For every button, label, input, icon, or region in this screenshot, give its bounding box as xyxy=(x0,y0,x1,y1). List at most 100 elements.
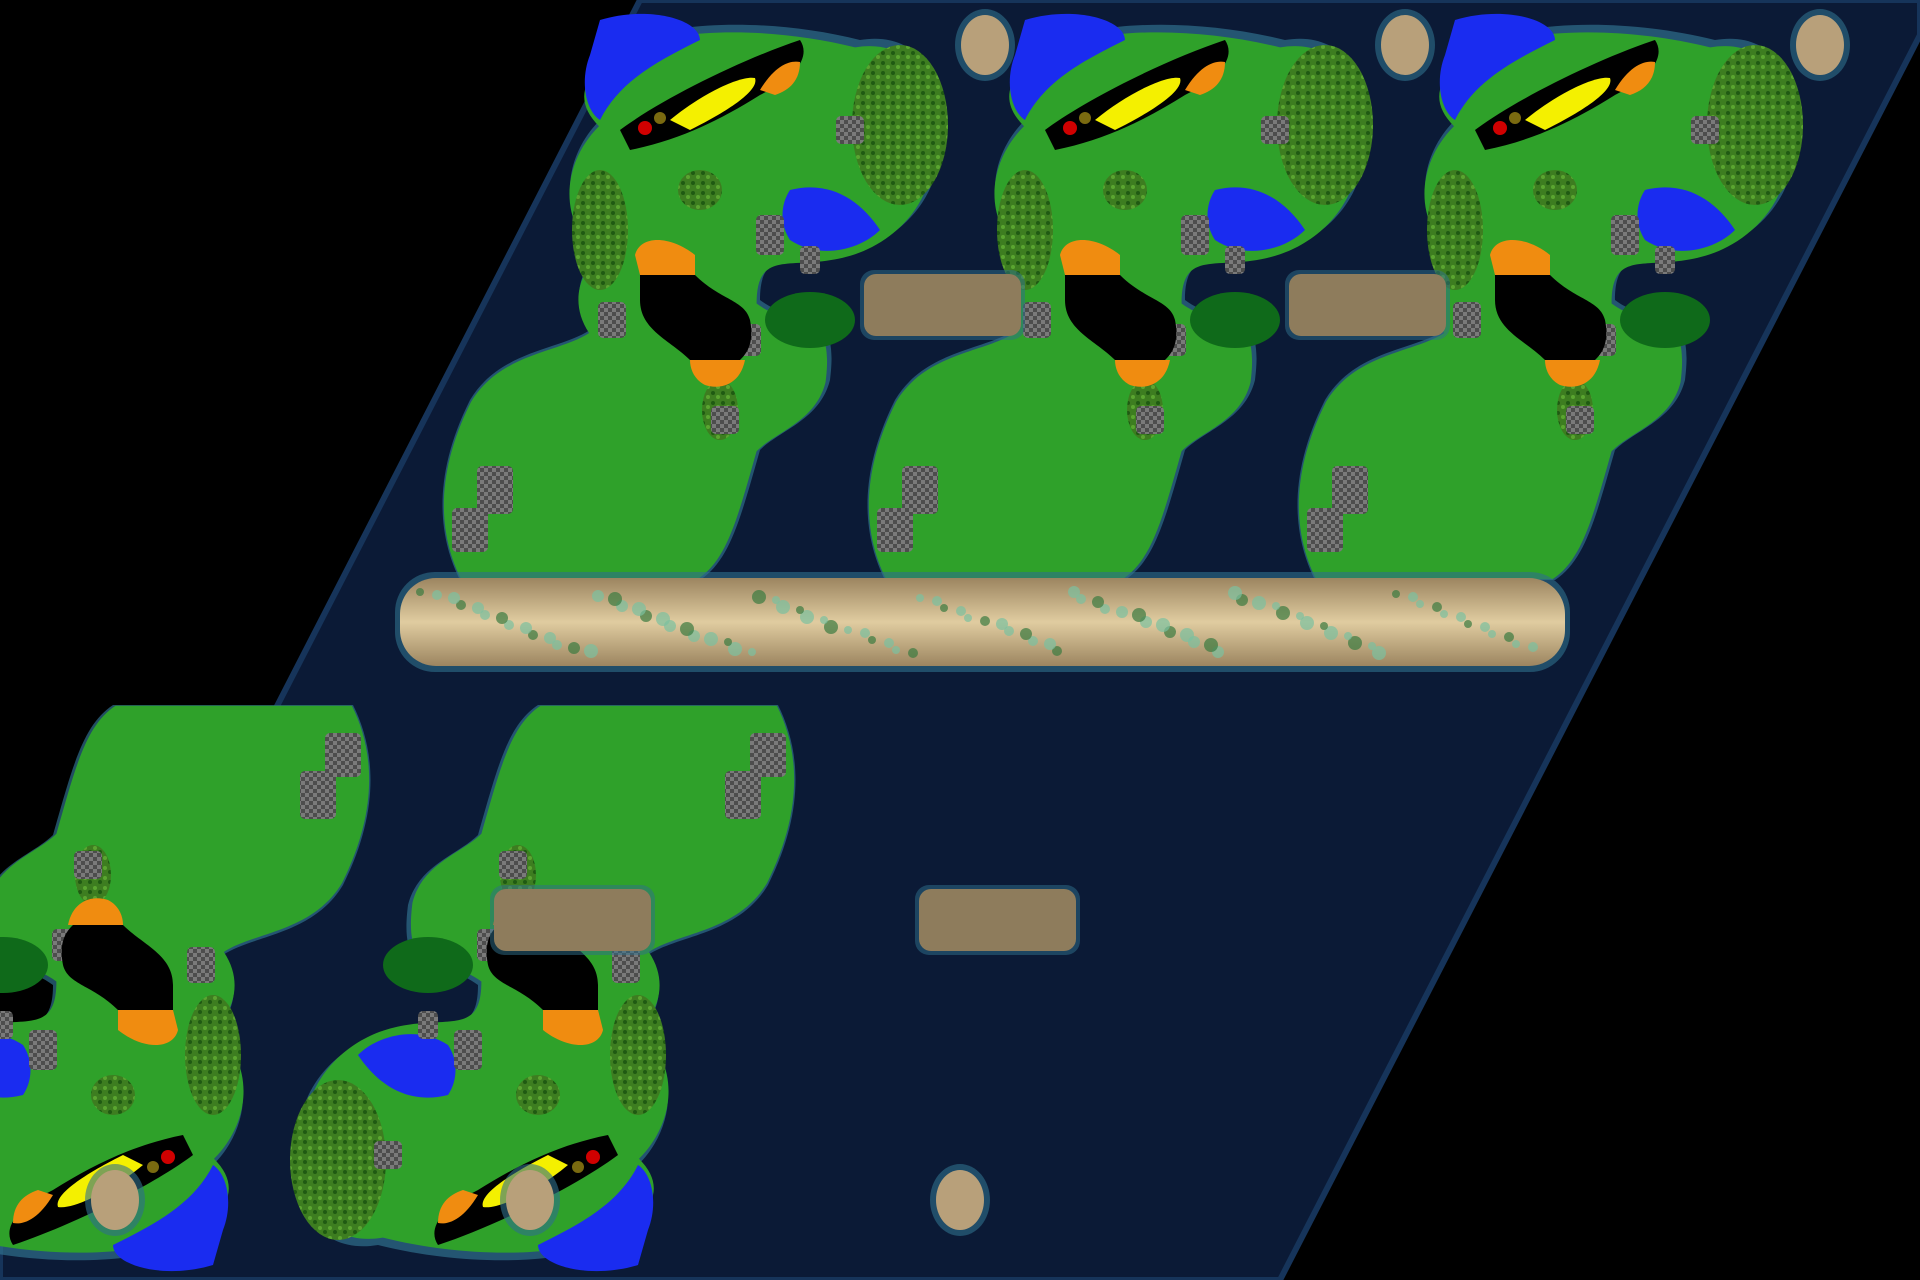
forest-patch xyxy=(852,45,948,205)
bridge-plant xyxy=(1272,602,1280,610)
rock-patch-icon xyxy=(800,246,820,274)
sand-bridge-icon xyxy=(864,274,1021,336)
yellow-zone xyxy=(1525,77,1611,130)
yellow-zone xyxy=(670,77,756,130)
forest-patch xyxy=(1707,45,1803,205)
central-sand-bridge xyxy=(395,572,1570,672)
orange-zone xyxy=(760,61,800,95)
forest-patch xyxy=(516,1075,560,1115)
orange-zone xyxy=(1060,240,1120,275)
bridge-plant xyxy=(1464,620,1472,628)
dirt-islet xyxy=(506,1170,554,1230)
orange-zone xyxy=(1115,360,1170,387)
forest-patch xyxy=(290,1080,386,1240)
rock-patch-icon xyxy=(300,771,336,819)
rock-patch-icon xyxy=(452,508,488,552)
orange-zone xyxy=(1490,240,1550,275)
orange-zone xyxy=(543,1010,603,1045)
bridge-plant xyxy=(1076,594,1086,604)
forest-patch xyxy=(997,170,1053,290)
rock-patch-icon xyxy=(1332,466,1368,514)
bridge-plant xyxy=(932,596,942,606)
bridge-plant xyxy=(1528,642,1538,652)
bridge-plant xyxy=(1132,608,1146,622)
rock-patch-icon xyxy=(454,1030,482,1070)
bridge-plant xyxy=(1320,622,1328,630)
bridge-plant xyxy=(1028,636,1038,646)
bridge-plant xyxy=(480,610,490,620)
black-zone xyxy=(640,275,752,360)
bridge-plant xyxy=(1300,616,1314,630)
bridge-plant xyxy=(448,592,460,604)
yellow-zone xyxy=(1095,77,1181,130)
rock-patch-icon xyxy=(612,947,640,983)
bridge-plant xyxy=(472,602,484,614)
bridge-plant xyxy=(632,602,646,616)
dirt-islet xyxy=(1796,15,1844,75)
bridge-plant xyxy=(1456,612,1466,622)
orange-zone xyxy=(690,360,745,387)
dark-grass xyxy=(1190,292,1280,348)
orange-zone xyxy=(1615,61,1655,95)
rock-patch-icon xyxy=(1655,246,1675,274)
lake-icon xyxy=(1207,187,1305,251)
player-marker-icon xyxy=(586,1150,600,1164)
bridge-plant xyxy=(1440,610,1448,618)
bridge-plant xyxy=(776,600,790,614)
forest-patch xyxy=(91,1075,135,1115)
bridge-plant xyxy=(1252,596,1266,610)
lake-icon xyxy=(1009,13,1125,120)
lake-icon xyxy=(1439,13,1555,120)
bridge-plant xyxy=(1416,600,1424,608)
sand-bridge-icon xyxy=(1289,274,1446,336)
rock-patch-icon xyxy=(1136,406,1164,434)
sand-bridge-icon xyxy=(494,889,651,951)
island-grass xyxy=(0,705,370,1253)
bridge-plant xyxy=(752,590,766,604)
player-marker-icon xyxy=(654,112,666,124)
extras-layer xyxy=(85,9,1850,1236)
lake-icon xyxy=(358,1034,456,1098)
island-block-top xyxy=(867,13,1373,581)
bridge-plant xyxy=(456,600,466,610)
rock-patch-icon xyxy=(1691,116,1719,144)
bridge-plant xyxy=(1092,596,1104,608)
bridge-plant xyxy=(1392,590,1400,598)
rock-patch-icon xyxy=(711,406,739,434)
lake-icon xyxy=(538,1165,654,1272)
lake-icon xyxy=(584,13,700,120)
bridge-plant xyxy=(704,632,718,646)
bridge-plant xyxy=(568,642,580,654)
dirt-islet xyxy=(91,1170,139,1230)
player-marker-icon xyxy=(1509,112,1521,124)
orange-zone xyxy=(438,1190,478,1224)
dark-grass xyxy=(1620,292,1710,348)
bridge-plant xyxy=(656,612,670,626)
bridge-plant xyxy=(884,638,894,648)
black-zone xyxy=(1065,275,1177,360)
forest-patch xyxy=(1103,170,1147,210)
player-marker-icon xyxy=(572,1161,584,1173)
forest-patch xyxy=(1277,45,1373,205)
forest-patch xyxy=(1427,170,1483,290)
bridge-plant xyxy=(1020,628,1032,640)
player-marker-icon xyxy=(147,1161,159,1173)
bridge-plant xyxy=(1052,646,1062,656)
dark-grass xyxy=(765,292,855,348)
bridge-plant xyxy=(1296,612,1304,620)
island-block-top xyxy=(442,13,948,581)
dark-grass xyxy=(383,937,473,993)
bridge-plant xyxy=(724,638,732,646)
bridge-plant xyxy=(748,648,756,656)
bridge-plant xyxy=(908,648,918,658)
bridge-plant xyxy=(552,640,562,650)
rock-patch-icon xyxy=(756,215,784,255)
forest-patch xyxy=(572,170,628,290)
bridge-plant xyxy=(996,618,1008,630)
sand-bridge-icon xyxy=(919,889,1076,951)
bridge-plant xyxy=(868,636,876,644)
dirt-islet xyxy=(936,1170,984,1230)
orange-zone xyxy=(1185,61,1225,95)
